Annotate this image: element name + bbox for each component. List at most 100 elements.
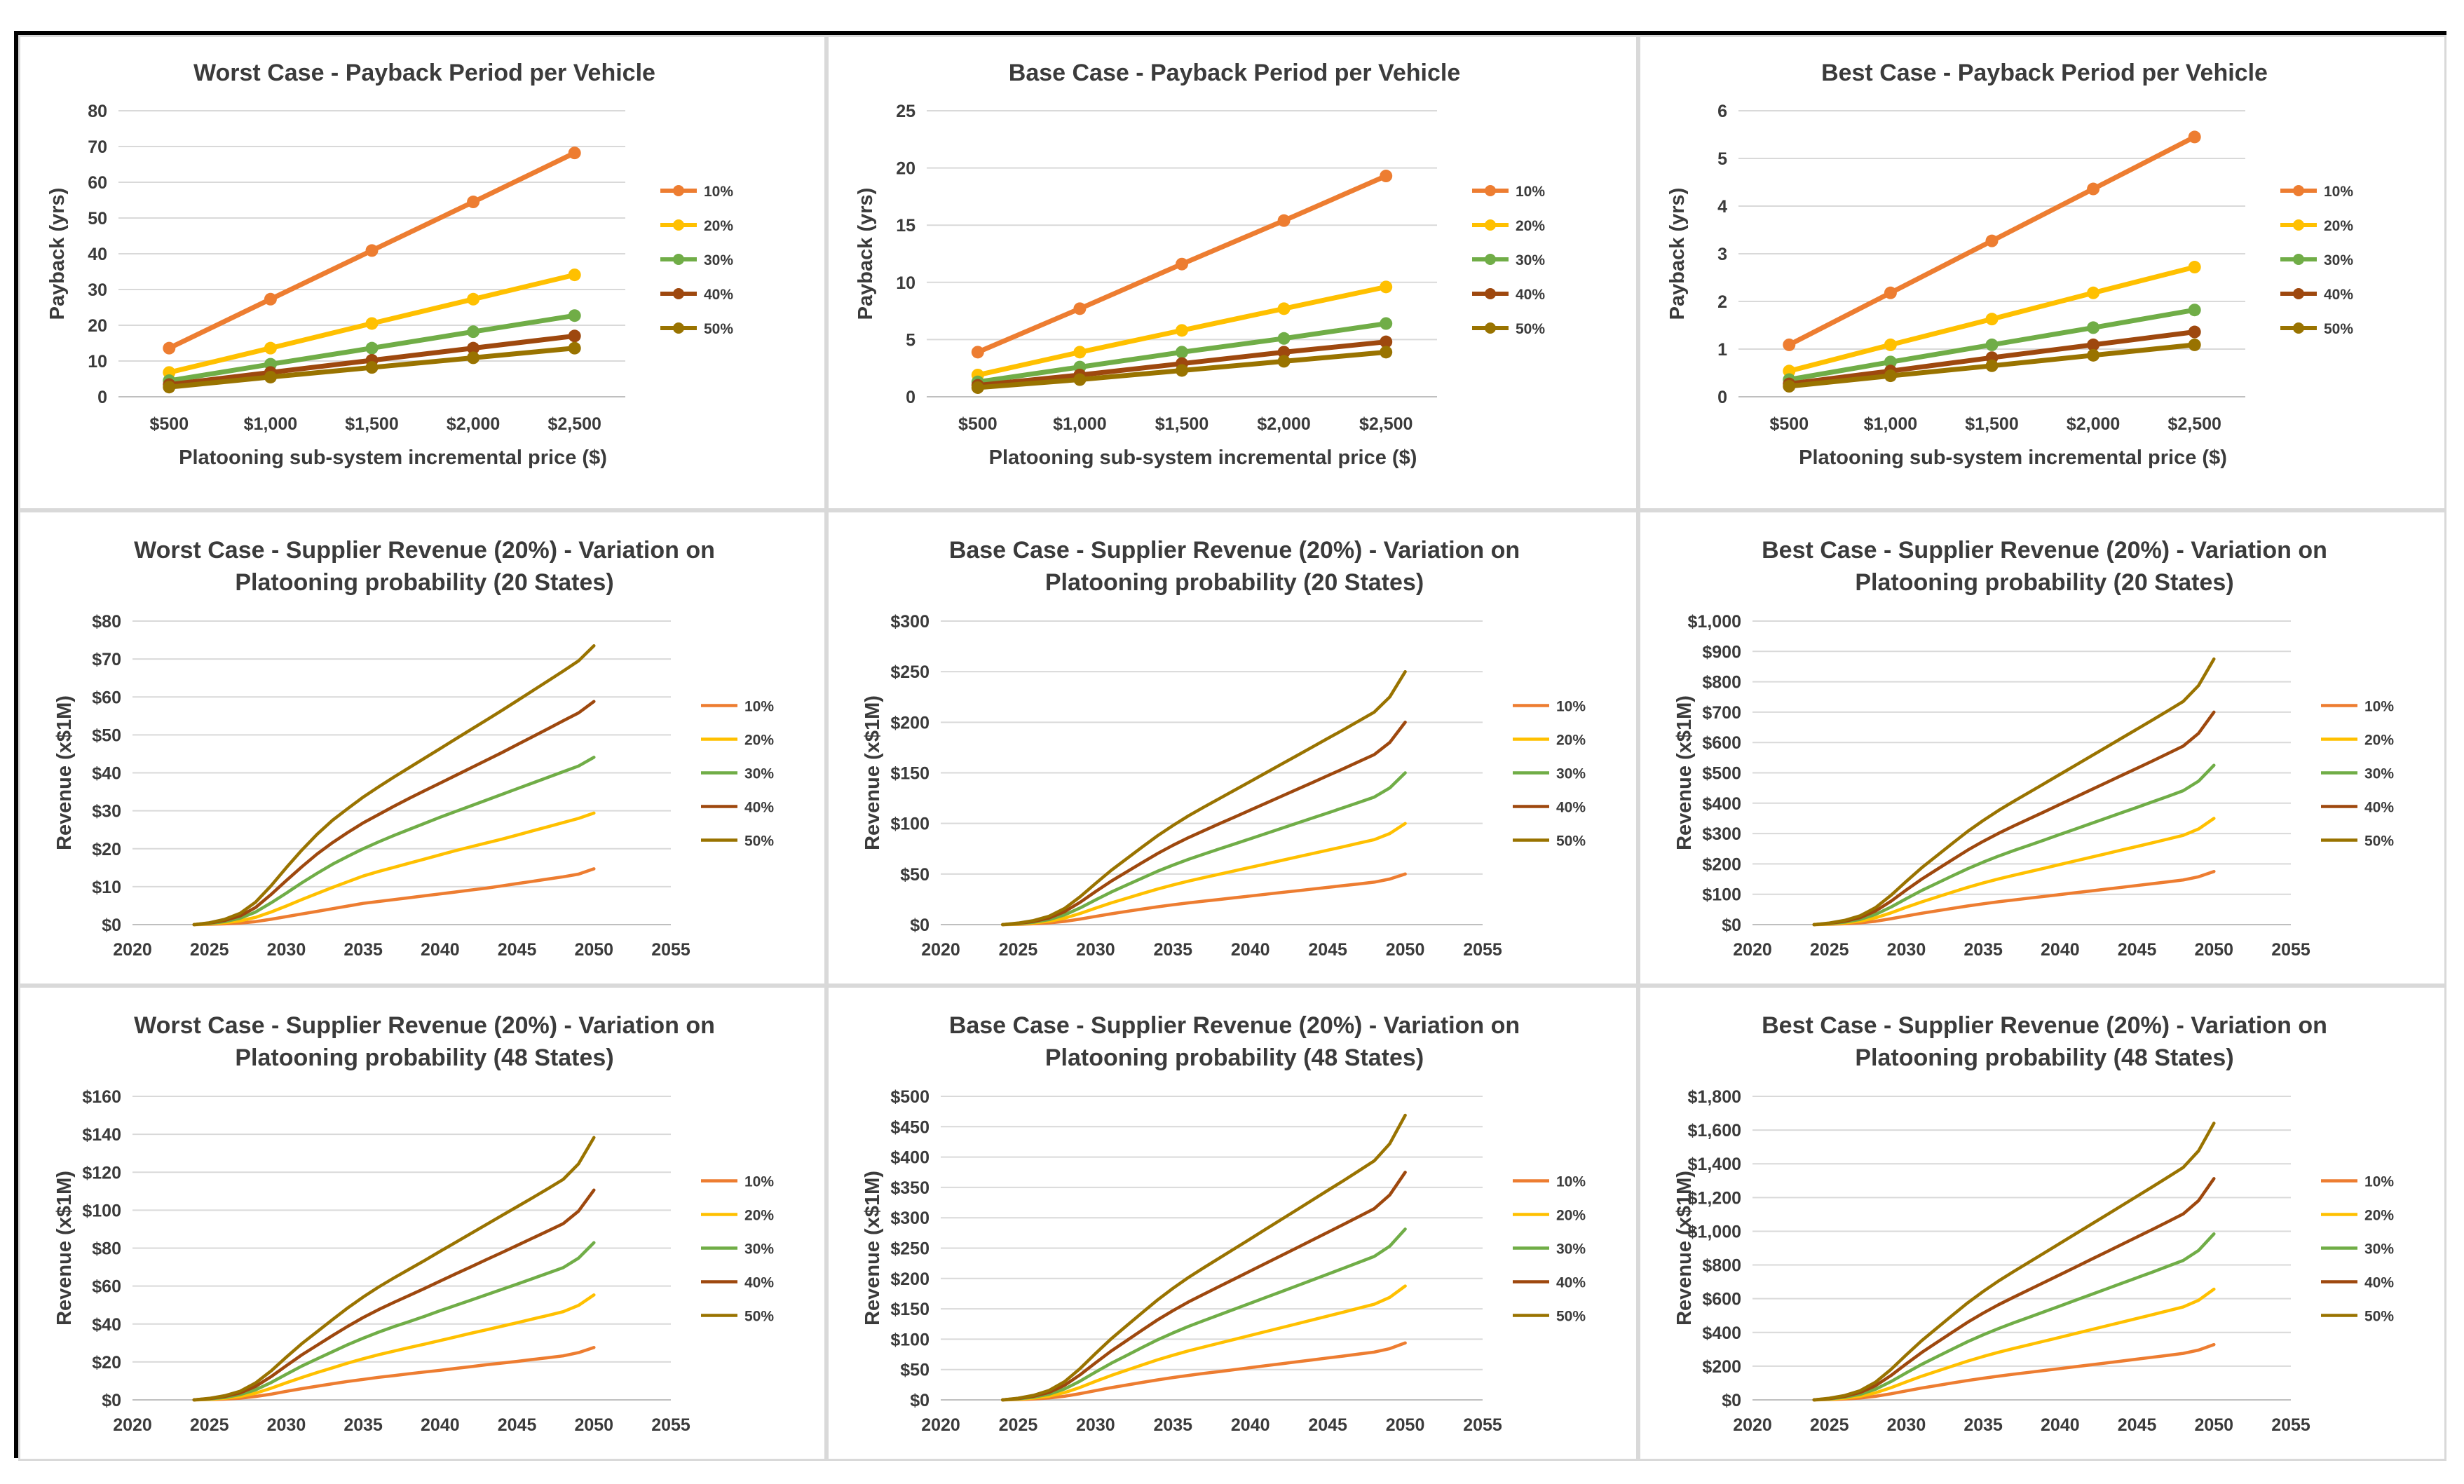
chart-title: Worst Case - Supplier Revenue (20%) - Va… bbox=[134, 537, 715, 564]
y-tick-label: 10 bbox=[896, 273, 916, 293]
data-point bbox=[1380, 170, 1393, 183]
x-tick-label: 2035 bbox=[1153, 940, 1192, 960]
y-tick-label: $0 bbox=[910, 1391, 930, 1410]
series-line-30pct bbox=[192, 1241, 596, 1402]
chart-svg: Best Case - Payback Period per Vehicle 0 1… bbox=[1666, 60, 2353, 469]
chart-title: Best Case - Supplier Revenue (20%) - Var… bbox=[1762, 1012, 2327, 1039]
chart-title: Platooning probability (48 States) bbox=[1855, 1044, 2233, 1071]
data-point bbox=[1884, 355, 1897, 369]
chart-title: Best Case - Supplier Revenue (20%) - Var… bbox=[1762, 537, 2327, 564]
series-line-30pct bbox=[1812, 763, 2216, 927]
y-tick-label: $350 bbox=[890, 1178, 930, 1198]
series-line-40pct bbox=[1812, 1177, 2216, 1402]
legend-label: 20% bbox=[2364, 733, 2394, 749]
y-tick-label: $450 bbox=[890, 1117, 930, 1137]
chart-title: Platooning probability (20 States) bbox=[1855, 569, 2233, 596]
y-tick-label: $1,000 bbox=[1688, 612, 1741, 632]
series-line-50pct bbox=[1001, 669, 1407, 927]
y-axis-label: Revenue (x$1M) bbox=[53, 695, 76, 850]
y-tick-label: 25 bbox=[896, 102, 916, 121]
series-line-10pct bbox=[192, 1346, 596, 1402]
data-point bbox=[2087, 321, 2100, 334]
series-line-50pct bbox=[1001, 1113, 1407, 1402]
legend-label: 20% bbox=[2324, 218, 2353, 234]
x-tick-label: $1,500 bbox=[1965, 414, 2018, 434]
x-tick-label: 2045 bbox=[2118, 940, 2157, 960]
data-point bbox=[1277, 355, 1291, 368]
x-tick-label: 2020 bbox=[113, 1415, 152, 1435]
legend-label: 50% bbox=[2364, 833, 2394, 850]
x-tick-label: 2040 bbox=[1231, 940, 1270, 960]
legend-label: 30% bbox=[2324, 252, 2353, 268]
y-tick-label: $120 bbox=[82, 1163, 121, 1183]
x-tick-label: 2050 bbox=[1386, 940, 1425, 960]
y-tick-label: $400 bbox=[1702, 1323, 1741, 1343]
data-point bbox=[1176, 324, 1188, 337]
y-tick-label: $1,800 bbox=[1688, 1087, 1741, 1107]
legend-label: 30% bbox=[1556, 766, 1586, 782]
data-point bbox=[467, 325, 480, 339]
x-tick-label: 2040 bbox=[1231, 1415, 1270, 1435]
x-tick-label: $500 bbox=[149, 414, 189, 434]
y-tick-label: $800 bbox=[1702, 673, 1741, 693]
x-tick-label: 2055 bbox=[1463, 940, 1502, 960]
chart-panel-4: Worst Case - Supplier Revenue (20%) - Va… bbox=[18, 510, 826, 986]
legend-label: 10% bbox=[2364, 699, 2394, 715]
x-tick-label: 2030 bbox=[1076, 1415, 1115, 1435]
data-point bbox=[1985, 234, 1999, 247]
y-tick-label: $60 bbox=[92, 1277, 121, 1297]
y-tick-label: $400 bbox=[1702, 794, 1741, 814]
y-tick-label: $60 bbox=[92, 688, 121, 707]
y-axis-label: Revenue (x$1M) bbox=[862, 695, 884, 850]
chart-svg: Worst Case - Payback Period per Vehicle 0… bbox=[46, 60, 733, 469]
legend-marker bbox=[673, 288, 684, 299]
data-point bbox=[2188, 130, 2201, 144]
data-point bbox=[163, 341, 176, 355]
chart-title: Base Case - Supplier Revenue (20%) - Var… bbox=[949, 537, 1520, 564]
series-line-50pct bbox=[1812, 657, 2216, 927]
legend-label: 50% bbox=[744, 833, 774, 850]
y-tick-label: $600 bbox=[1702, 1290, 1741, 1309]
x-tick-label: 2045 bbox=[498, 940, 537, 960]
legend-label: 10% bbox=[1516, 184, 1545, 200]
legend-label: 50% bbox=[2364, 1309, 2394, 1325]
chart-title: Platooning probability (20 States) bbox=[1045, 569, 1424, 596]
y-tick-label: $400 bbox=[890, 1148, 930, 1168]
x-tick-label: 2030 bbox=[267, 1415, 306, 1435]
data-point bbox=[568, 341, 581, 355]
data-point bbox=[467, 196, 480, 209]
y-tick-label: $80 bbox=[92, 612, 121, 632]
data-point bbox=[1176, 364, 1188, 377]
y-tick-label: $1,600 bbox=[1688, 1121, 1741, 1141]
series-line-50pct bbox=[192, 644, 596, 927]
y-tick-label: $150 bbox=[890, 764, 930, 784]
data-point bbox=[1073, 346, 1087, 359]
x-tick-label: 2020 bbox=[1733, 940, 1772, 960]
chart-svg: Base Case - Supplier Revenue (20%) - Var… bbox=[862, 1012, 1586, 1435]
data-point bbox=[1073, 302, 1087, 315]
legend-label: 40% bbox=[1556, 1275, 1586, 1291]
data-point bbox=[264, 292, 277, 306]
y-axis-label: Payback (yrs) bbox=[855, 188, 877, 320]
chart-title: Platooning probability (48 States) bbox=[1045, 1044, 1424, 1071]
y-tick-label: $800 bbox=[1702, 1256, 1741, 1276]
legend-marker bbox=[673, 185, 684, 196]
x-tick-label: $2,500 bbox=[547, 414, 601, 434]
legend-label: 50% bbox=[1556, 1309, 1586, 1325]
series-line-20pct bbox=[1001, 1284, 1407, 1402]
data-point bbox=[467, 341, 480, 355]
y-tick-label: $30 bbox=[92, 802, 121, 822]
x-tick-label: $1,500 bbox=[1155, 414, 1209, 434]
legend-label: 50% bbox=[1556, 833, 1586, 850]
legend-marker bbox=[673, 254, 684, 265]
x-tick-label: 2025 bbox=[1810, 940, 1849, 960]
data-point bbox=[1380, 317, 1393, 330]
y-tick-label: $250 bbox=[890, 662, 930, 682]
x-tick-label: 2025 bbox=[190, 940, 229, 960]
series-line-10pct bbox=[1812, 869, 2216, 927]
data-point bbox=[2188, 261, 2201, 274]
data-point bbox=[365, 361, 379, 374]
chart-title: Base Case - Payback Period per Vehicle bbox=[1009, 60, 1460, 86]
legend-label: 20% bbox=[1556, 1208, 1586, 1224]
y-tick-label: 3 bbox=[1717, 245, 1727, 264]
